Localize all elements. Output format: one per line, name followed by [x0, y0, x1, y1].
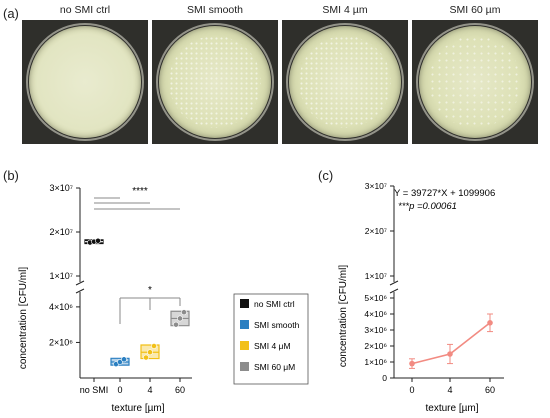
c-y-tick-label: 2×10⁷ [365, 226, 387, 236]
b-legend-swatch [240, 299, 249, 308]
c-x-tick-label: 4 [447, 385, 452, 395]
b-data-point [173, 321, 179, 328]
b-significance-label: * [148, 285, 152, 296]
b-legend-swatch [240, 341, 249, 350]
b-x-tick-label: no SMI [80, 385, 109, 395]
photo-label-smooth: SMI smooth [186, 4, 244, 16]
b-data-point [117, 359, 123, 365]
b-data-point [143, 354, 149, 361]
b-legend-label: SMI 60 μM [254, 362, 295, 372]
c-data-point [487, 320, 493, 326]
b-y-tick-label: 1×10⁷ [49, 271, 73, 281]
c-regression-equation: Y = 39727*X + 1099906 [394, 188, 495, 199]
c-data-point [447, 351, 453, 357]
b-y-tick-label: 3×10⁷ [49, 183, 73, 193]
c-y-tick-label: 0 [382, 373, 387, 383]
b-data-point [177, 315, 183, 322]
b-x-axis-label: texture [µm] [112, 403, 165, 414]
b-legend-label: SMI smooth [254, 320, 300, 330]
b-y-axis-label: concentration [CFU/ml] [18, 267, 29, 369]
c-y-tick-label: 4×10⁶ [364, 309, 387, 319]
b-legend-swatch [240, 320, 249, 329]
b-data-point [151, 343, 157, 349]
b-x-tick-label: 4 [147, 385, 152, 395]
c-y-tick-label: 3×10⁶ [364, 325, 387, 335]
chart-b: concentration [CFU/ml] texture [µm] 3×10… [18, 183, 309, 414]
c-y-tick-label: 5×10⁶ [364, 293, 387, 303]
petri-dish-photo-4um [282, 20, 408, 144]
c-y-axis-label: concentration [CFU/ml] [338, 265, 349, 367]
photo-label-4um: SMI 4 µm [322, 4, 368, 16]
b-y-tick-label: 4×10⁶ [49, 302, 73, 312]
c-y-tick-label: 1×10⁶ [364, 357, 387, 367]
panel-label-c: (c) [318, 168, 334, 183]
c-y-tick-label: 2×10⁶ [364, 341, 387, 351]
b-x-tick-label: 60 [175, 385, 185, 395]
c-x-axis-label: texture [µm] [426, 403, 479, 414]
petri-dish-photo-60um [412, 20, 538, 144]
c-series-line [411, 322, 491, 365]
b-significance-label: **** [132, 186, 148, 197]
chart-c: Y = 39727*X + 1099906 ***p =0.00061 conc… [338, 181, 504, 414]
b-data-point [147, 349, 153, 356]
petri-dish-photo-ctrl [22, 20, 148, 144]
c-x-tick-label: 60 [485, 385, 495, 395]
b-x-tick-label: 0 [117, 385, 122, 395]
petri-dish-photo-smooth [152, 20, 278, 144]
c-axis-break [389, 280, 399, 294]
b-legend-label: SMI 4 μM [254, 341, 291, 351]
c-y-tick-label: 3×10⁷ [365, 181, 387, 191]
c-y-tick-label: 1×10⁷ [365, 271, 387, 281]
c-data-point [409, 360, 415, 367]
b-axis-break [75, 280, 85, 294]
photo-label-ctrl: no SMI ctrl [59, 4, 111, 16]
c-p-value: ***p =0.00061 [398, 201, 457, 212]
c-x-tick-label: 0 [409, 385, 414, 395]
b-data-point [95, 237, 101, 244]
panel-label-a: (a) [3, 6, 19, 21]
b-data-point [121, 356, 127, 363]
photo-label-60um: SMI 60 µm [449, 4, 501, 16]
panel-label-b: (b) [3, 168, 19, 183]
b-legend-swatch [240, 362, 249, 371]
b-y-tick-label: 2×10⁷ [49, 227, 73, 237]
b-y-tick-label: 2×10⁶ [49, 337, 73, 347]
b-data-point [181, 309, 187, 316]
b-legend-label: no SMI ctrl [254, 299, 295, 309]
